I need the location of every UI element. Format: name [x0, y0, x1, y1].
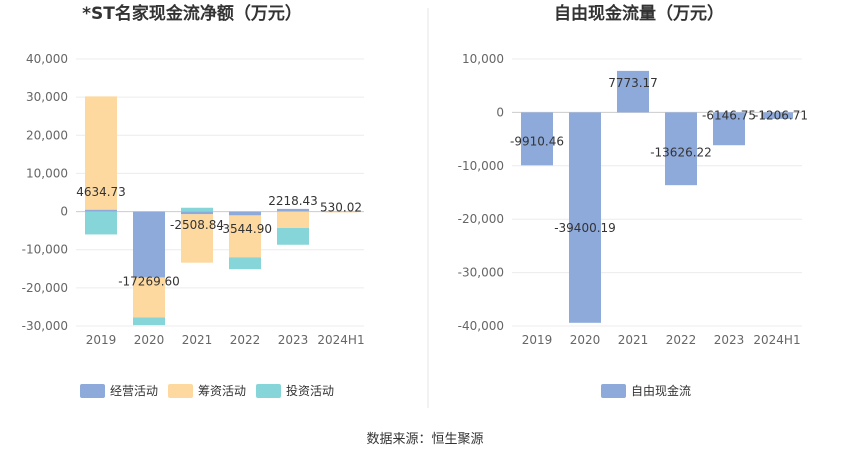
chart2-legend-label: 自由现金流 — [631, 383, 691, 398]
chart2-xtick-label: 2019 — [522, 333, 553, 347]
chart1-ytick-label: 0 — [60, 205, 68, 219]
chart2-title: 自由现金流量（万元） — [554, 3, 724, 24]
chart2-value-label: -39400.19 — [554, 221, 616, 235]
chart2-ytick-label: -10,000 — [458, 159, 504, 173]
chart1-ytick-label: 40,000 — [26, 52, 68, 66]
chart2-ytick-label: -20,000 — [458, 212, 504, 226]
chart1-bar-operating — [181, 212, 213, 215]
chart2-value-label: -13626.22 — [650, 145, 712, 159]
chart1-legend-swatch — [80, 384, 105, 398]
chart2-xtick-label: 2021 — [618, 333, 649, 347]
chart1-xtick-label: 2022 — [230, 333, 261, 347]
chart1-xtick-label: 2024H1 — [317, 333, 364, 347]
chart2-value-label: 7773.17 — [608, 76, 658, 90]
chart2-ytick-label: -40,000 — [458, 319, 504, 333]
chart2-xtick-label: 2020 — [570, 333, 601, 347]
chart1-bar-investing — [85, 212, 117, 235]
chart2-ytick-label: -30,000 — [458, 266, 504, 280]
chart1-xtick-label: 2020 — [134, 333, 165, 347]
chart1-bar-operating — [229, 212, 261, 216]
chart1-bar-operating — [133, 212, 165, 278]
chart2-value-label: -1206.71 — [754, 108, 808, 122]
chart1-ytick-label: -30,000 — [22, 319, 68, 333]
chart1-xtick-label: 2021 — [182, 333, 213, 347]
chart2-xtick-label: 2022 — [666, 333, 697, 347]
chart1-net-label: -17269.60 — [118, 274, 180, 288]
chart1-legend-label: 筹资活动 — [198, 384, 246, 398]
chart1-ytick-label: -20,000 — [22, 281, 68, 295]
chart1-bar-investing — [229, 257, 261, 269]
chart2-ytick-label: 0 — [496, 105, 504, 119]
chart1-bar-investing — [277, 228, 309, 245]
chart2-ytick-label: 10,000 — [462, 52, 504, 66]
chart1-bar-investing — [181, 208, 213, 212]
chart1-ytick-label: 20,000 — [26, 128, 68, 142]
chart2-xtick-label: 2024H1 — [753, 333, 800, 347]
chart1-net-label: 2218.43 — [268, 194, 318, 208]
chart1-ytick-label: -10,000 — [22, 243, 68, 257]
chart1-legend-swatch — [256, 384, 281, 398]
chart2-legend-swatch — [601, 384, 626, 398]
chart1-bar-operating — [277, 209, 309, 212]
chart1-ytick-label: 30,000 — [26, 90, 68, 104]
chart1-net-label: -2508.84 — [170, 218, 224, 232]
chart1-legend-swatch — [168, 384, 193, 398]
chart2-xtick-label: 2023 — [714, 333, 745, 347]
chart1-xtick-label: 2023 — [278, 333, 309, 347]
chart1-legend-label: 投资活动 — [286, 383, 334, 398]
chart1-legend-label: 经营活动 — [110, 384, 158, 398]
chart1-net-label: 530.02 — [320, 201, 362, 215]
chart1-bar-financing — [277, 212, 309, 228]
chart1-xtick-label: 2019 — [86, 333, 117, 347]
chart1-ytick-label: 10,000 — [26, 166, 68, 180]
chart1-bar-investing — [133, 317, 165, 325]
chart1-bar-operating — [85, 210, 117, 212]
chart2-value-label: -6146.75 — [702, 108, 756, 122]
chart1-net-label: -3544.90 — [218, 222, 272, 236]
source-text: 数据来源：恒生聚源 — [366, 432, 483, 447]
chart1-net-label: 4634.73 — [76, 185, 126, 199]
chart1-title: *ST名家现金流净额（万元） — [82, 3, 302, 24]
chart2-bar — [569, 112, 601, 322]
chart2-value-label: -9910.46 — [510, 135, 564, 149]
